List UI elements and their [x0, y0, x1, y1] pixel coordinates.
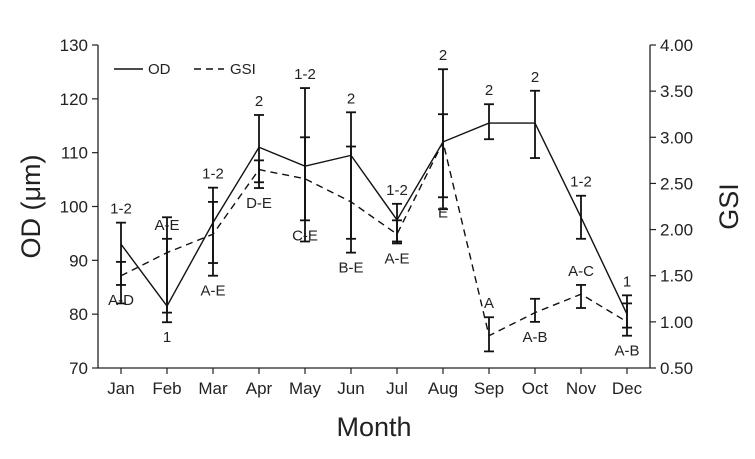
- significance-label-od: 2: [485, 82, 493, 99]
- significance-label-od: 2: [255, 93, 263, 110]
- legend-label-od: OD: [148, 61, 171, 78]
- legend: OD GSI: [114, 61, 256, 78]
- right-tick-label: 1.00: [660, 313, 693, 332]
- series-line-gsi: [120, 139, 628, 337]
- right-tick-label: 2.50: [660, 174, 693, 193]
- x-tick-label: Oct: [522, 379, 549, 398]
- significance-label-gsi: B-E: [338, 260, 363, 277]
- significance-label-gsi: A-B: [614, 343, 639, 360]
- right-tick-label: 1.50: [660, 267, 693, 286]
- significance-label-od: 1: [623, 273, 631, 290]
- significance-label-od: 1-2: [110, 201, 132, 218]
- x-axis-title: Month: [336, 412, 411, 442]
- x-tick-label: Dec: [612, 379, 643, 398]
- left-tick-label: 80: [69, 305, 88, 324]
- x-tick-label: Sep: [474, 379, 504, 398]
- labels-layer: 1-2 1 1-2 2 1-2 2 1-2 2 2 2 1-2 1 A-D A-E A-E D-E C-E B-E…: [108, 47, 639, 359]
- right-tick-label: 0.50: [660, 359, 693, 378]
- y-axis-title-left: OD (μm): [16, 154, 46, 258]
- x-tick-label: Mar: [198, 379, 228, 398]
- significance-label-od: 1: [163, 329, 171, 346]
- left-tick-label: 90: [69, 251, 88, 270]
- significance-label-od: 2: [439, 47, 447, 64]
- right-tick-label: 4.00: [660, 36, 693, 55]
- x-tick-label: Jul: [386, 379, 408, 398]
- significance-label-gsi: A-E: [154, 217, 179, 234]
- x-tick-label: Jun: [337, 379, 364, 398]
- axes: 70 80 90 100 110 120 130 0.50 1.00 1.50 2.00 2.50 3.…: [16, 36, 744, 442]
- significance-label-od: 1-2: [294, 66, 316, 83]
- left-tick-label: 110: [61, 144, 88, 163]
- series-line-od: [120, 122, 628, 315]
- left-tick-label: 70: [69, 359, 88, 378]
- x-tick-label: Apr: [246, 379, 273, 398]
- significance-label-od: 1-2: [386, 182, 408, 199]
- significance-label-od: 1-2: [570, 174, 592, 191]
- right-tick-label: 2.00: [660, 221, 693, 240]
- significance-label-gsi: A-B: [522, 329, 547, 346]
- left-tick-label: 130: [60, 36, 88, 55]
- significance-label-gsi: A: [484, 295, 494, 312]
- x-tick-label: Nov: [566, 379, 597, 398]
- left-tick-label: 100: [60, 198, 88, 217]
- significance-label-gsi: A-E: [384, 250, 409, 267]
- x-tick-label: Feb: [152, 379, 181, 398]
- right-tick-label: 3.50: [660, 82, 693, 101]
- significance-label-gsi: E: [438, 204, 448, 221]
- series-layer: [116, 68, 632, 353]
- significance-label-gsi: A-D: [108, 292, 134, 309]
- y-axis-title-right: GSI: [714, 183, 744, 230]
- significance-label-od: 2: [347, 90, 355, 107]
- significance-label-gsi: D-E: [246, 195, 272, 212]
- significance-label-gsi: A-E: [200, 283, 225, 300]
- right-tick-label: 3.00: [660, 128, 693, 147]
- significance-label-od: 2: [531, 69, 539, 86]
- significance-label-gsi: A-C: [568, 263, 594, 280]
- significance-label-gsi: C-E: [292, 227, 318, 244]
- x-tick-label: Aug: [428, 379, 458, 398]
- left-tick-label: 120: [60, 90, 88, 109]
- legend-label-gsi: GSI: [230, 61, 256, 78]
- x-tick-label: Jan: [107, 379, 134, 398]
- significance-label-od: 1-2: [202, 166, 224, 183]
- x-tick-label: May: [289, 379, 322, 398]
